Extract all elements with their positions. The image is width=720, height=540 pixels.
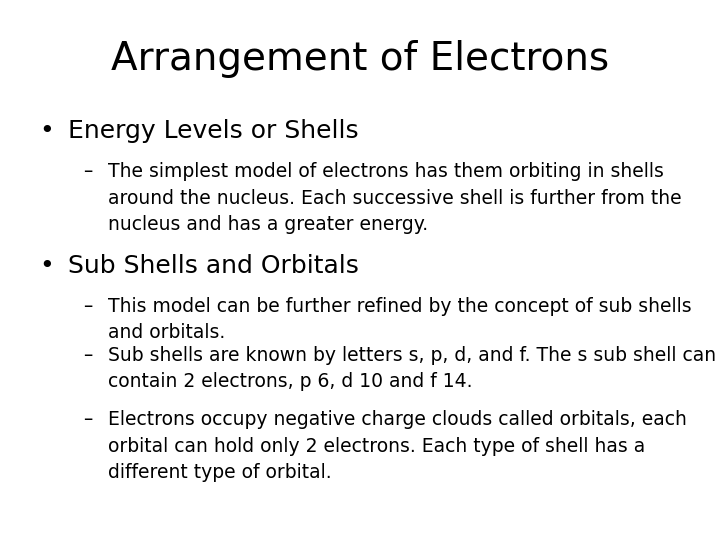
Text: •: •: [40, 119, 54, 143]
Text: –: –: [83, 346, 92, 365]
Text: Sub Shells and Orbitals: Sub Shells and Orbitals: [68, 254, 359, 278]
Text: Sub shells are known by letters s, p, d, and f. The s sub shell can
contain 2 el: Sub shells are known by letters s, p, d,…: [108, 346, 716, 391]
Text: –: –: [83, 297, 92, 316]
Text: Energy Levels or Shells: Energy Levels or Shells: [68, 119, 359, 143]
Text: –: –: [83, 410, 92, 429]
Text: Arrangement of Electrons: Arrangement of Electrons: [111, 40, 609, 78]
Text: This model can be further refined by the concept of sub shells
and orbitals.: This model can be further refined by the…: [108, 297, 692, 342]
Text: •: •: [40, 254, 54, 278]
Text: The simplest model of electrons has them orbiting in shells
around the nucleus. : The simplest model of electrons has them…: [108, 162, 682, 234]
Text: –: –: [83, 162, 92, 181]
Text: Electrons occupy negative charge clouds called orbitals, each
orbital can hold o: Electrons occupy negative charge clouds …: [108, 410, 687, 482]
